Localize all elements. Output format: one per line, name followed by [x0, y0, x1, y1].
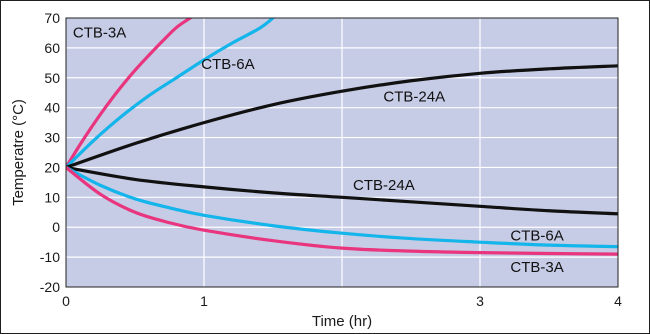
series-line-ctb-24a-2 [66, 64, 618, 170]
y-tick-label: 20 [44, 159, 60, 175]
y-tick-label: 10 [44, 189, 60, 205]
curve-label: CTB-24A [383, 89, 445, 106]
plot-frame [65, 17, 619, 288]
y-tick-label: -20 [40, 279, 60, 295]
series-curves [66, 18, 618, 256]
curve-label: CTB-24A [353, 177, 415, 194]
curve-labels: CTB-3A CTB-6A CTB-24A CTB-24A CTB-6A CTB-3A [73, 24, 564, 276]
y-tick-label: 60 [44, 40, 60, 56]
series-line-ctb-6a-4 [66, 165, 618, 249]
curve-label: CTB-6A [510, 228, 563, 245]
y-tick-labels: -20 -10 0 10 20 30 40 50 60 70 [40, 10, 60, 295]
curve-label: CTB-6A [201, 56, 254, 73]
x-tick-label: 1 [200, 293, 208, 309]
curve-label: CTB-3A [73, 24, 126, 41]
series-line-ctb-3a-5 [66, 165, 618, 256]
y-tick-label: 30 [44, 130, 60, 146]
x-tick-label: 4 [614, 293, 622, 309]
series-line-ctb-6a-1 [66, 18, 275, 170]
y-tick-label: -10 [40, 249, 60, 265]
y-tick-label: 70 [44, 10, 60, 26]
y-tick-label: 50 [44, 70, 60, 86]
x-tick-label: 3 [476, 293, 484, 309]
series-line-ctb-3a-0 [66, 18, 192, 170]
y-tick-label: 0 [52, 219, 60, 235]
curve-label: CTB-3A [510, 259, 563, 276]
series-line-ctb-24a-3 [66, 165, 618, 216]
x-tick-label: 0 [62, 293, 70, 309]
x-axis-title: Time (hr) [312, 313, 372, 330]
y-tick-label: 40 [44, 100, 60, 116]
y-axis-title: Temperatre (°C) [10, 99, 27, 206]
x-tick-labels: 0 1 3 4 [62, 293, 622, 309]
